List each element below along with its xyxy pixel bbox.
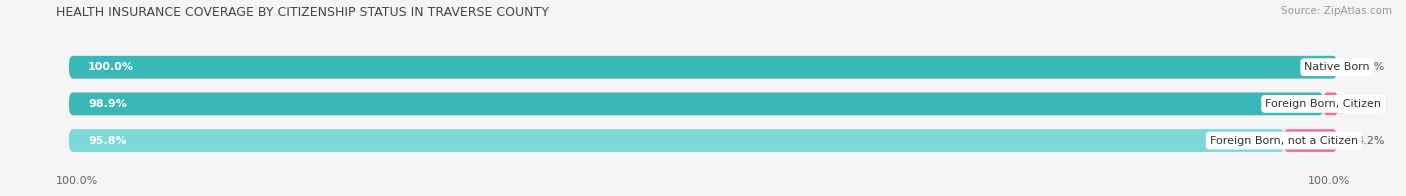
Text: 100.0%: 100.0% [1308,176,1350,186]
FancyBboxPatch shape [69,56,1337,79]
Legend: With Coverage, Without Coverage: With Coverage, Without Coverage [588,195,818,196]
FancyBboxPatch shape [69,56,1337,79]
FancyBboxPatch shape [69,129,1337,152]
Text: HEALTH INSURANCE COVERAGE BY CITIZENSHIP STATUS IN TRAVERSE COUNTY: HEALTH INSURANCE COVERAGE BY CITIZENSHIP… [56,6,550,19]
Text: 95.8%: 95.8% [89,136,127,146]
Text: 1.2%: 1.2% [1357,99,1385,109]
Text: 4.2%: 4.2% [1357,136,1385,146]
Text: 100.0%: 100.0% [89,62,134,72]
FancyBboxPatch shape [69,93,1323,115]
Text: Foreign Born, Citizen: Foreign Born, Citizen [1265,99,1381,109]
FancyBboxPatch shape [1323,93,1339,115]
Text: 100.0%: 100.0% [56,176,98,186]
Text: Foreign Born, not a Citizen: Foreign Born, not a Citizen [1209,136,1358,146]
Text: 0.0%: 0.0% [1357,62,1385,72]
FancyBboxPatch shape [69,93,1337,115]
FancyBboxPatch shape [69,129,1284,152]
Text: Native Born: Native Born [1305,62,1369,72]
FancyBboxPatch shape [1284,129,1337,152]
Text: Source: ZipAtlas.com: Source: ZipAtlas.com [1281,6,1392,16]
Text: 98.9%: 98.9% [89,99,127,109]
